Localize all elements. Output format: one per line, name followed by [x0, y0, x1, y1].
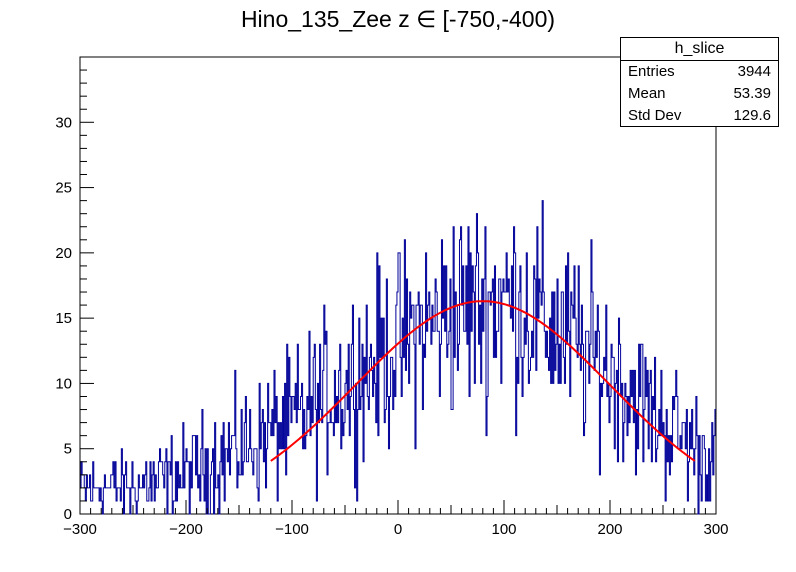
stats-row-mean: Mean 53.39 — [621, 83, 778, 105]
stats-label: Std Dev — [628, 107, 682, 124]
y-tick-label: 30 — [55, 114, 72, 131]
x-tick-label: −100 — [275, 521, 309, 538]
y-tick-label: 15 — [55, 310, 72, 327]
y-tick-label: 5 — [64, 441, 72, 458]
histogram-layer — [80, 200, 716, 515]
stats-value: 3944 — [737, 63, 771, 80]
x-tick-label: 300 — [703, 521, 728, 538]
x-tick-label: 100 — [491, 521, 516, 538]
y-tick-label: 0 — [64, 506, 72, 523]
fit-curve — [270, 300, 696, 462]
stats-row-stddev: Std Dev 129.6 — [621, 105, 778, 127]
x-tick-label: −200 — [169, 521, 203, 538]
stats-row-entries: Entries 3944 — [621, 61, 778, 83]
y-tick-label: 25 — [55, 180, 72, 197]
stats-label: Entries — [628, 63, 675, 80]
chart-title: Hino_135_Zee z ∈ [-750,-400) — [240, 6, 556, 32]
stats-box: h_slice Entries 3944 Mean 53.39 Std Dev … — [620, 37, 779, 127]
x-tick-label: −300 — [63, 521, 97, 538]
y-tick-label: 20 — [55, 245, 72, 262]
stats-box-title: h_slice — [621, 38, 778, 61]
x-axis: −300 −200 −100 0 100 200 300 — [63, 500, 729, 538]
y-axis: 0 5 10 15 20 25 30 — [55, 69, 94, 523]
stats-label: Mean — [628, 85, 666, 102]
stats-value: 129.6 — [733, 107, 771, 124]
x-tick-label: 0 — [394, 521, 402, 538]
y-tick-label: 10 — [55, 375, 72, 392]
x-tick-label: 200 — [597, 521, 622, 538]
stats-value: 53.39 — [733, 85, 771, 102]
fit-layer — [270, 300, 696, 462]
histogram-line — [80, 200, 716, 515]
